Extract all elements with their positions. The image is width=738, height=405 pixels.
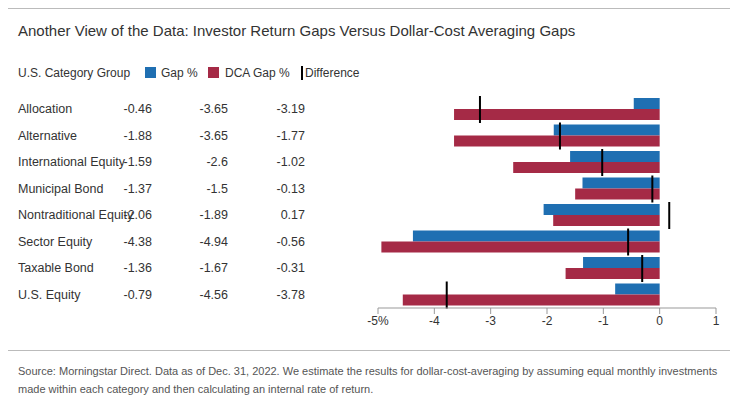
svg-text:-2: -2	[542, 314, 553, 328]
html-text:Source: Morningstar Direct. Da: Source: Morningstar Direct. Data as of D…	[18, 365, 718, 395]
svg-text:-4.38: -4.38	[124, 235, 153, 249]
svg-text:-1.36: -1.36	[124, 261, 153, 275]
svg-text:-0.56: -0.56	[277, 235, 306, 249]
svg-text:-0.46: -0.46	[124, 102, 153, 116]
html-text:Another View of the Data: Inve: Another View of the Data: Investor Retur…	[18, 22, 576, 39]
svg-text:0.17: 0.17	[281, 208, 305, 222]
svg-text:-2.6: -2.6	[206, 155, 228, 169]
svg-text:0: 0	[656, 314, 663, 328]
svg-text:-1.37: -1.37	[124, 182, 153, 196]
svg-text:-0.13: -0.13	[277, 182, 306, 196]
svg-text:-3.19: -3.19	[277, 102, 306, 116]
svg-text:-3.78: -3.78	[277, 288, 306, 302]
html-text:Difference: Difference	[305, 66, 360, 80]
svg-text:International Equity: International Equity	[18, 155, 126, 169]
svg-text:-0.79: -0.79	[124, 288, 153, 302]
svg-text:-1.89: -1.89	[200, 208, 229, 222]
svg-text:-1.77: -1.77	[277, 129, 306, 143]
svg-text:-1.5: -1.5	[206, 182, 228, 196]
svg-text:-3.65: -3.65	[200, 102, 229, 116]
svg-text:-2.06: -2.06	[124, 208, 153, 222]
svg-text:Allocation: Allocation	[18, 102, 72, 116]
svg-text:-1: -1	[598, 314, 609, 328]
svg-text:-3.65: -3.65	[200, 129, 229, 143]
svg-text:-1.02: -1.02	[277, 155, 306, 169]
svg-text:Alternative: Alternative	[18, 129, 77, 143]
html-text:DCA Gap %: DCA Gap %	[225, 66, 290, 80]
svg-text:Nontraditional Equity: Nontraditional Equity	[18, 208, 134, 222]
svg-text:-1.59: -1.59	[124, 155, 153, 169]
svg-text:Municipal Bond: Municipal Bond	[18, 182, 104, 196]
svg-text:U.S. Equity: U.S. Equity	[18, 288, 81, 302]
svg-text:Sector Equity: Sector Equity	[18, 235, 93, 249]
svg-text:-0.31: -0.31	[277, 261, 306, 275]
svg-text:-4: -4	[429, 314, 440, 328]
svg-text:1: 1	[713, 314, 720, 328]
html-text:U.S. Category Group: U.S. Category Group	[18, 66, 131, 80]
svg-text:-4.56: -4.56	[200, 288, 229, 302]
svg-text:-3: -3	[485, 314, 496, 328]
svg-text:-5%: -5%	[367, 314, 389, 328]
svg-text:-1.67: -1.67	[200, 261, 229, 275]
svg-text:Taxable Bond: Taxable Bond	[18, 261, 94, 275]
html-text:Gap %: Gap %	[161, 66, 198, 80]
svg-text:-4.94: -4.94	[200, 235, 229, 249]
svg-text:-1.88: -1.88	[124, 129, 153, 143]
